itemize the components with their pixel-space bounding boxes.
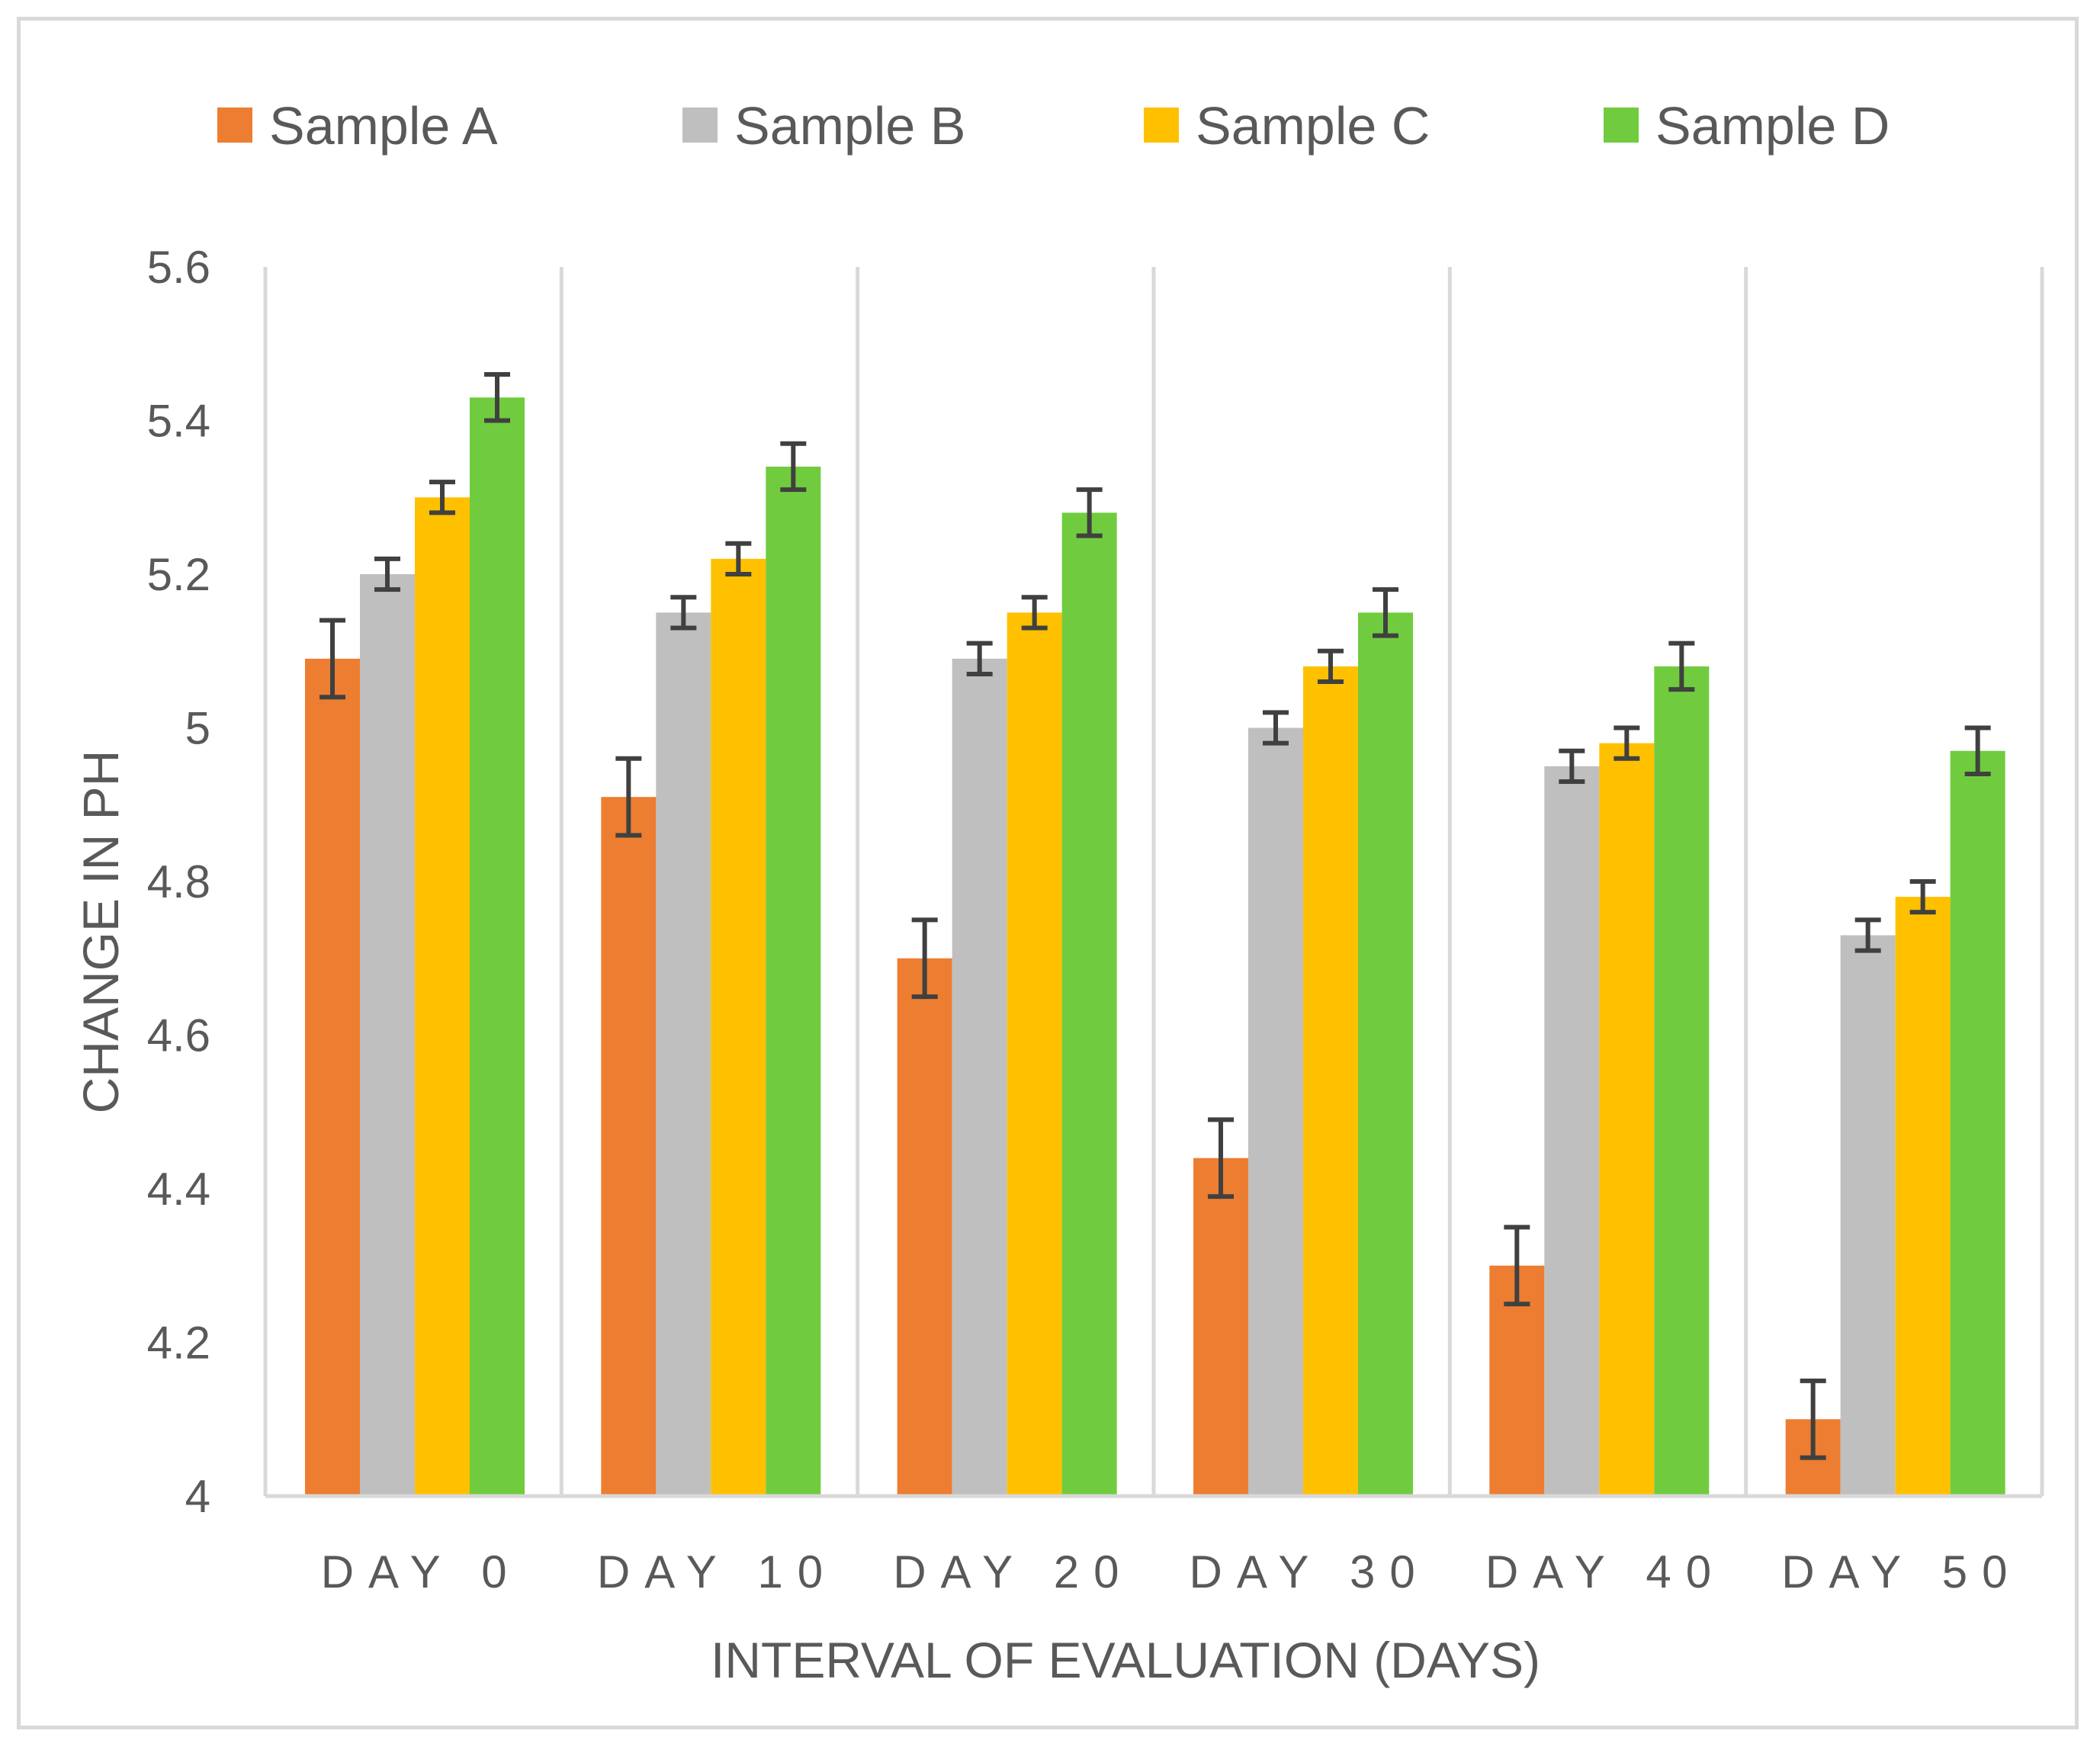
legend-swatch — [1144, 108, 1179, 143]
y-tick-label: 4.8 — [147, 856, 210, 907]
x-axis-title: INTERVAL OF EVALUATION (DAYS) — [711, 1632, 1540, 1688]
legend-swatch — [217, 108, 252, 143]
error-bar — [1318, 648, 1344, 685]
bar-sample-a-day-20 — [897, 958, 952, 1496]
bar-sample-c-day-0 — [415, 497, 470, 1496]
error-bar — [1208, 1117, 1234, 1199]
y-axis-ticks: 4 4.2 4.4 4.6 4.8 5 5.2 5.4 5.6 — [147, 242, 210, 1522]
error-bar — [1076, 487, 1103, 538]
error-bar — [725, 541, 752, 576]
error-bar — [780, 441, 807, 493]
bar-sample-d-day-40 — [1654, 666, 1710, 1496]
bar-sample-b-day-30 — [1248, 727, 1303, 1496]
bar-sample-c-day-50 — [1895, 897, 1951, 1496]
y-tick-label: 4.6 — [147, 1010, 210, 1061]
y-tick-label: 4.2 — [147, 1318, 210, 1369]
x-tick-label: DAY 40 — [1485, 1546, 1726, 1597]
bar-sample-d-day-10 — [766, 466, 821, 1497]
error-bar — [615, 756, 642, 838]
legend-item-sample-b: Sample B — [682, 96, 965, 156]
x-tick-label: DAY 20 — [893, 1546, 1133, 1597]
legend-label: Sample D — [1655, 96, 1890, 156]
y-tick-label: 5.4 — [147, 396, 210, 447]
error-bars — [319, 372, 1991, 1460]
legend-item-sample-d: Sample D — [1604, 96, 1890, 156]
legend-item-sample-c: Sample C — [1144, 96, 1430, 156]
x-tick-label: DAY 50 — [1781, 1546, 2021, 1597]
y-axis-title: CHANGE IN PH — [72, 750, 129, 1114]
bar-sample-c-day-30 — [1303, 666, 1358, 1496]
bar-sample-a-day-10 — [601, 797, 657, 1496]
y-tick-label: 4 — [185, 1471, 210, 1522]
legend: Sample A Sample B Sample C Sample D — [217, 96, 1890, 156]
error-bar — [1504, 1225, 1530, 1307]
bar-sample-b-day-0 — [360, 574, 415, 1496]
bar-sample-b-day-10 — [656, 612, 711, 1496]
x-tick-label: DAY 30 — [1190, 1546, 1430, 1597]
legend-swatch — [682, 108, 718, 143]
y-tick-label: 5 — [185, 703, 210, 754]
error-bar — [319, 618, 345, 700]
x-axis-ticks: DAY 0 DAY 10 DAY 20 DAY 30 DAY 40 DAY 50 — [321, 1546, 2021, 1597]
bar-sample-c-day-20 — [1007, 612, 1062, 1496]
bar-sample-b-day-40 — [1544, 766, 1600, 1496]
x-tick-label: DAY 0 — [321, 1546, 522, 1597]
bar-sample-d-day-20 — [1061, 512, 1117, 1496]
error-bar — [1263, 710, 1289, 746]
y-tick-label: 5.6 — [147, 242, 210, 293]
x-tick-label: DAY 10 — [597, 1546, 837, 1597]
error-bar — [1854, 917, 1881, 953]
y-tick-label: 5.2 — [147, 549, 210, 600]
error-bar — [1373, 587, 1398, 638]
error-bar — [374, 556, 400, 592]
bar-sample-b-day-20 — [952, 658, 1007, 1497]
error-bar — [966, 641, 993, 676]
bar-sample-b-day-50 — [1840, 935, 1896, 1496]
legend-label: Sample C — [1196, 96, 1430, 156]
error-bar — [1909, 879, 1936, 915]
error-bar — [1668, 641, 1695, 692]
bar-sample-d-day-50 — [1950, 750, 2005, 1496]
error-bar — [1800, 1378, 1826, 1460]
legend-label: Sample A — [269, 96, 498, 156]
error-bar — [1559, 748, 1585, 785]
legend-swatch — [1604, 108, 1639, 143]
bars — [305, 397, 2005, 1497]
bar-sample-d-day-30 — [1358, 612, 1413, 1496]
category-separators — [263, 267, 2044, 1496]
bar-sample-d-day-0 — [470, 397, 525, 1496]
bar-sample-c-day-10 — [711, 558, 766, 1496]
error-bar — [429, 480, 455, 515]
bar-sample-c-day-40 — [1599, 743, 1655, 1496]
error-bar — [1964, 725, 1991, 776]
legend-item-sample-a: Sample A — [217, 96, 498, 156]
error-bar — [484, 372, 510, 423]
error-bar — [670, 595, 697, 631]
error-bar — [911, 917, 938, 1000]
error-bar — [1021, 595, 1048, 631]
legend-label: Sample B — [734, 96, 965, 156]
y-tick-label: 4.4 — [147, 1164, 210, 1215]
bar-sample-a-day-30 — [1193, 1158, 1248, 1496]
error-bar — [1614, 725, 1640, 761]
bar-sample-a-day-0 — [305, 658, 360, 1497]
